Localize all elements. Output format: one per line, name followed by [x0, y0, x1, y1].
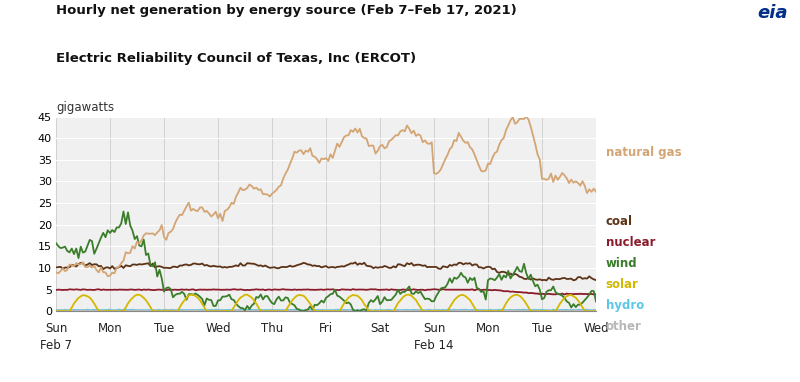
Text: Sun: Sun [423, 322, 445, 335]
Text: Thu: Thu [261, 322, 283, 335]
Text: Feb 14: Feb 14 [414, 339, 454, 352]
Text: natural gas: natural gas [606, 146, 682, 159]
Text: Sat: Sat [370, 322, 390, 335]
Text: Tue: Tue [154, 322, 174, 335]
Text: hydro: hydro [606, 299, 644, 312]
Text: nuclear: nuclear [606, 236, 655, 249]
Text: wind: wind [606, 257, 638, 270]
Text: Wed: Wed [205, 322, 231, 335]
Text: Mon: Mon [98, 322, 122, 335]
Text: eia: eia [758, 4, 788, 22]
Text: Tue: Tue [532, 322, 552, 335]
Text: Mon: Mon [476, 322, 500, 335]
Text: Wed: Wed [583, 322, 609, 335]
Text: Hourly net generation by energy source (Feb 7–Feb 17, 2021): Hourly net generation by energy source (… [56, 4, 517, 17]
Text: coal: coal [606, 215, 633, 228]
Text: gigawatts: gigawatts [56, 101, 114, 114]
Text: Feb 7: Feb 7 [40, 339, 72, 352]
Text: Fri: Fri [319, 322, 333, 335]
Text: solar: solar [606, 278, 638, 291]
Text: other: other [606, 320, 642, 333]
Text: Sun: Sun [45, 322, 67, 335]
Text: Electric Reliability Council of Texas, Inc (ERCOT): Electric Reliability Council of Texas, I… [56, 52, 416, 65]
